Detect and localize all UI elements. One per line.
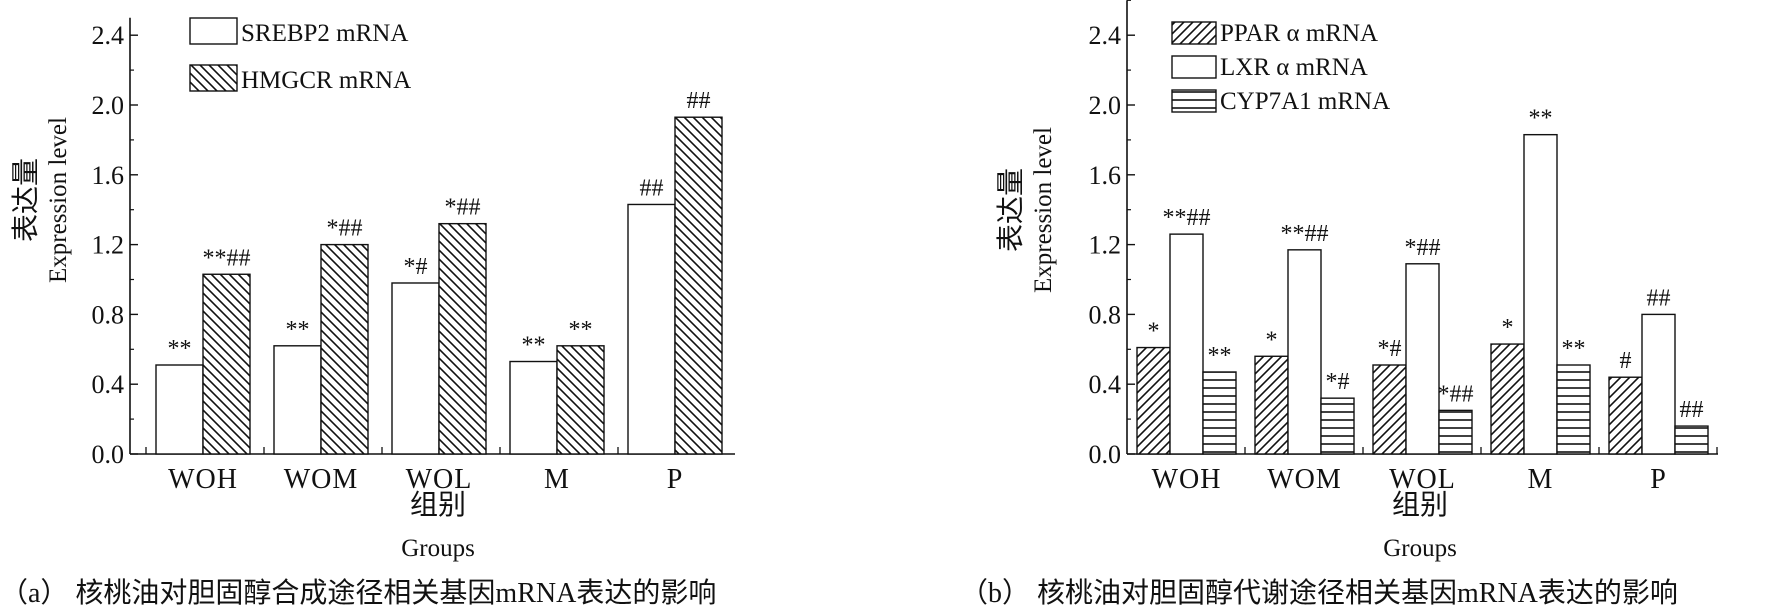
chart-b-xlabel: Groups	[1383, 535, 1457, 562]
chart-a-bar	[556, 345, 605, 455]
chart-b-bar-sig-label: *	[1502, 315, 1514, 341]
chart-a-xlabel-cn: 组别	[410, 489, 466, 521]
chart-b-legend-label: PPAR α mRNA	[1220, 20, 1378, 47]
chart-a-bar	[674, 116, 723, 455]
chart-a-bar-sig-label: **	[286, 317, 310, 343]
chart-b-bar	[1608, 376, 1643, 455]
chart-b-bar-sig-label: ##	[1680, 397, 1704, 423]
chart-a-y-tick-label: 0.0	[92, 440, 125, 469]
chart-a-bar	[202, 273, 251, 455]
chart-a-bar-sig-label: *##	[327, 216, 363, 242]
chart-b-bar	[1254, 355, 1289, 455]
chart-b-bar-sig-label: **	[1208, 343, 1232, 369]
chart-b-y-tick-label: 2.0	[1089, 91, 1122, 120]
chart-b-y-tick-label: 0.8	[1089, 300, 1122, 329]
chart-a-x-category-label: WOM	[284, 464, 359, 495]
chart-a-bar-sig-label: *##	[445, 195, 481, 221]
chart-a-legend-swatch	[189, 64, 238, 92]
chart-a-bar-sig-label: ##	[687, 88, 711, 114]
chart-a-bar-sig-label: **	[569, 317, 593, 343]
chart-b-x-category-label: WOM	[1267, 464, 1342, 495]
chart-a-bar	[627, 203, 676, 455]
chart-b-y-tick-label: 1.6	[1089, 161, 1122, 190]
chart-a-ylabel: Expression level	[45, 117, 72, 283]
chart-a-x-category-label: WOL	[406, 464, 473, 495]
chart-b-bar	[1674, 425, 1709, 455]
chart-b-ylabel: Expression level	[1030, 127, 1057, 293]
chart-b-bar	[1490, 343, 1525, 455]
chart-a-bar	[273, 345, 322, 455]
chart-a-bar	[438, 222, 487, 455]
chart-b-bar	[1405, 263, 1440, 455]
chart-b-bar-sig-label: *#	[1378, 336, 1402, 362]
chart-a-bar-sig-label: **	[522, 333, 546, 359]
chart-a-xlabel: Groups	[401, 535, 475, 562]
chart-b-bar-sig-label: **	[1562, 336, 1586, 362]
chart-b-ylabel-cn: 表达量	[995, 168, 1027, 252]
chart-b-bar-sig-label: *##	[1438, 381, 1474, 407]
chart-a-x-category-label: WOH	[168, 464, 238, 495]
chart-a-bar	[155, 364, 204, 455]
chart-b-bar	[1641, 313, 1676, 455]
chart-b-bar-sig-label: *	[1148, 319, 1160, 345]
chart-a-x-category-label: P	[667, 464, 684, 495]
chart-b-legend-swatch	[1171, 55, 1217, 79]
chart-b-x-category-label: P	[1650, 464, 1667, 495]
chart-a-y-tick-label: 0.4	[92, 370, 125, 399]
chart-b-bar	[1556, 364, 1591, 455]
chart-a-y-tick-label: 2.0	[92, 91, 125, 120]
chart-b-legend-label: LXR α mRNA	[1220, 54, 1368, 81]
chart-a-y-tick-label: 0.8	[92, 300, 125, 329]
chart-a-ylabel-cn: 表达量	[10, 158, 42, 242]
chart-b-bar	[1136, 346, 1171, 455]
chart-b-bar-sig-label: *#	[1326, 369, 1350, 395]
chart-b-bar-sig-label: *##	[1405, 235, 1441, 261]
chart-b-y-tick-label: 0.0	[1089, 440, 1122, 469]
chart-a-y-tick-label: 2.4	[92, 21, 125, 50]
chart-a-bar	[509, 360, 558, 455]
chart-b-bar-sig-label: **##	[1281, 221, 1329, 247]
chart-b-bar	[1523, 133, 1558, 455]
chart-b-y-tick-label: 1.2	[1089, 231, 1122, 260]
chart-b-bar	[1372, 364, 1407, 455]
chart-b-bar	[1438, 409, 1473, 455]
chart-a-bar-sig-label: **##	[203, 245, 251, 271]
chart-b-bar	[1202, 371, 1237, 455]
chart-b-caption: （b） 核桃油对胆固醇代谢途径相关基因mRNA表达的影响	[960, 577, 1678, 608]
chart-b-x-category-label: M	[1528, 464, 1554, 495]
chart-a-y-tick-label: 1.6	[92, 161, 125, 190]
chart-a-legend-label: HMGCR mRNA	[241, 67, 411, 94]
chart-b-bar-sig-label: ##	[1647, 285, 1671, 311]
chart-b-xlabel-cn: 组别	[1392, 489, 1448, 521]
chart-b-bar-sig-label: *	[1266, 327, 1278, 353]
chart-b-y-tick-label: 2.4	[1089, 21, 1122, 50]
chart-b-x-category-label: WOL	[1389, 464, 1456, 495]
chart-b-bar	[1287, 249, 1322, 455]
chart-b-bar	[1169, 233, 1204, 455]
chart-b-legend-swatch	[1171, 89, 1217, 113]
chart-a-caption: （a） 核桃油对胆固醇合成途径相关基因mRNA表达的影响	[0, 577, 716, 608]
chart-b-x-category-label: WOH	[1152, 464, 1222, 495]
chart-a-bar	[391, 282, 440, 455]
chart-a-bar	[320, 243, 369, 455]
chart-a-y-tick-label: 1.2	[92, 231, 125, 260]
chart-a-bar-sig-label: ##	[640, 175, 664, 201]
chart-b-legend-label: CYP7A1 mRNA	[1220, 88, 1390, 115]
chart-b: 表达量 Expression level 组别 Groups （b） 核桃油对胆…	[960, 127, 1678, 608]
chart-a-bar-sig-label: **	[168, 336, 192, 362]
chart-b-y-tick-label: 0.4	[1089, 370, 1122, 399]
chart-a-bar-sig-label: *#	[404, 254, 428, 280]
chart-a-legend-label: SREBP2 mRNA	[241, 20, 408, 47]
chart-a-x-category-label: M	[544, 464, 570, 495]
chart-b-bar	[1320, 397, 1355, 455]
chart-b-legend-swatch	[1171, 21, 1217, 45]
chart-a: 表达量 Expression level 组别 Groups （a） 核桃油对胆…	[0, 117, 716, 608]
chart-a-legend-swatch	[189, 17, 238, 45]
chart-b-bar-sig-label: **##	[1163, 205, 1211, 231]
chart-b-bar-sig-label: #	[1620, 348, 1632, 374]
chart-b-bar-sig-label: **	[1529, 106, 1553, 132]
